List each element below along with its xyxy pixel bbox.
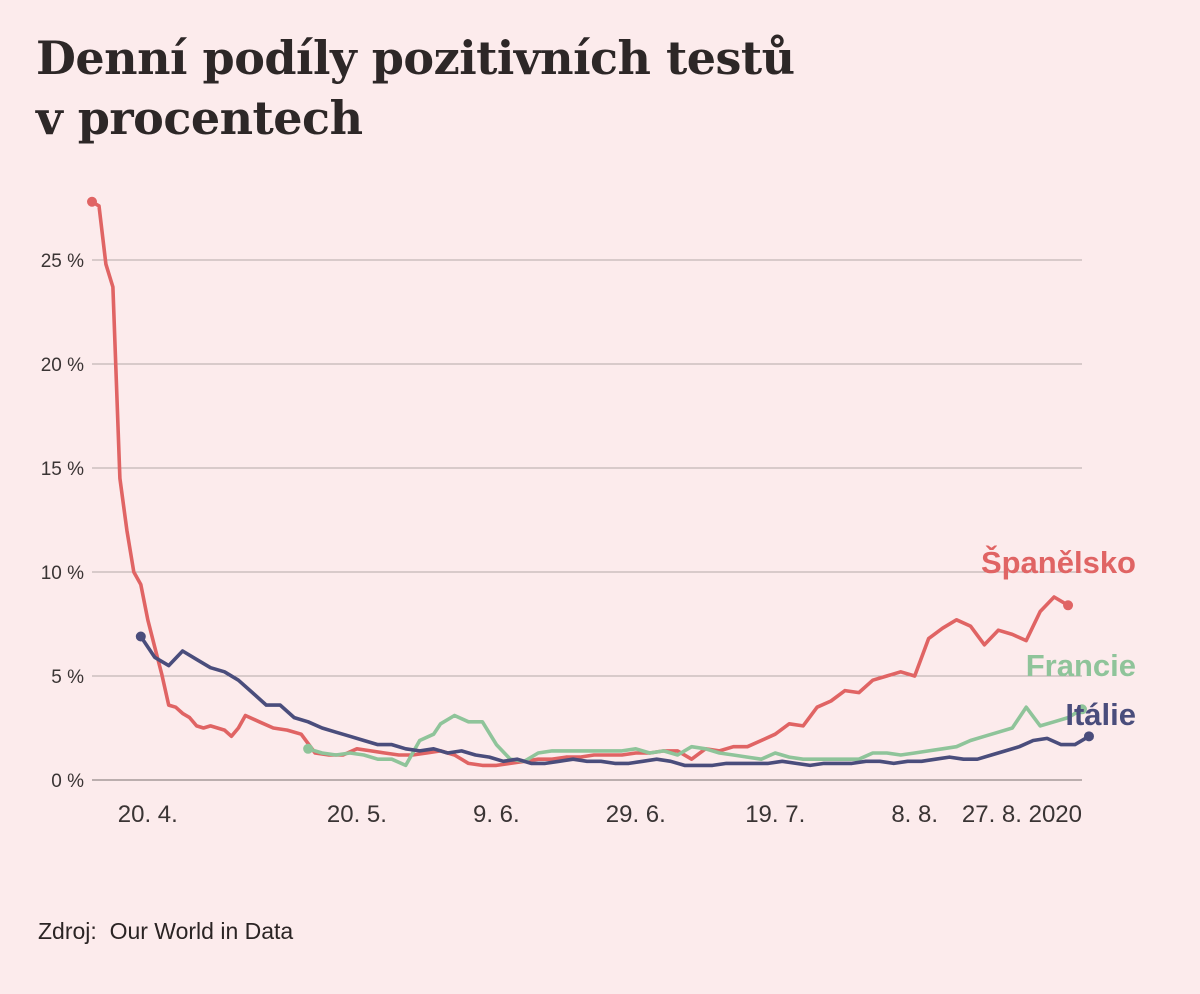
x-axis-ticks: 20. 4. 20. 5. 9. 6. 29. 6. 19. 7. 8. 8. 27. 8.… — [118, 801, 1082, 828]
x-tick-label: 9. 6. — [473, 801, 520, 828]
y-tick-label: 10 % — [41, 563, 84, 584]
series-end-point-spanelsko — [1063, 600, 1074, 611]
chart-title-line-1: Denní podíly pozitivních testů — [36, 31, 795, 85]
series-lines — [87, 196, 1094, 768]
x-tick-label: 20. 5. — [327, 801, 387, 828]
series-start-point-spanelsko — [87, 196, 97, 207]
x-tick-label: 8. 8. — [891, 801, 938, 828]
series-end-point-francie — [1077, 704, 1087, 715]
x-tick-label: 27. 8. 2020 — [962, 801, 1082, 828]
x-tick-label: 19. 7. — [745, 801, 805, 828]
series-line-spanelsko — [90, 200, 1070, 768]
series-labels: Španělsko Francie Itálie — [981, 544, 1136, 732]
chart-title: Denní podíly pozitivních testů v procent… — [36, 28, 1136, 148]
grid-lines — [92, 259, 1082, 781]
y-tick-label: 0 % — [51, 771, 84, 792]
y-tick-label: 20 % — [41, 355, 84, 376]
x-tick-label: 20. 4. — [118, 801, 178, 828]
y-tick-label: 15 % — [41, 459, 84, 480]
series-end-point-italie — [1083, 731, 1094, 742]
series-label-francie: Francie — [1026, 648, 1136, 683]
x-tick-label: 29. 6. — [606, 801, 666, 828]
series-label-spanelsko: Španělsko — [981, 544, 1136, 580]
chart-title-line-2: v procentech — [36, 91, 363, 145]
series-line-francie — [306, 705, 1084, 768]
series-label-italie: Itálie — [1065, 697, 1136, 732]
y-tick-label: 25 % — [41, 251, 84, 272]
y-tick-label: 5 % — [51, 667, 84, 688]
series-line-italie — [139, 634, 1091, 768]
source-text: Our World in Data — [109, 918, 294, 944]
series-start-point-italie — [135, 631, 146, 642]
series-start-point-francie — [303, 743, 314, 754]
source-label: Zdroj: — [38, 918, 97, 944]
y-axis-ticks: 0 % 5 % 10 % 15 % 20 % 25 % — [41, 251, 84, 792]
source-note: Zdroj: Our World in Data — [38, 918, 293, 945]
